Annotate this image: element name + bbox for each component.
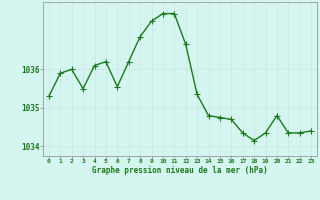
X-axis label: Graphe pression niveau de la mer (hPa): Graphe pression niveau de la mer (hPa) <box>92 166 268 175</box>
